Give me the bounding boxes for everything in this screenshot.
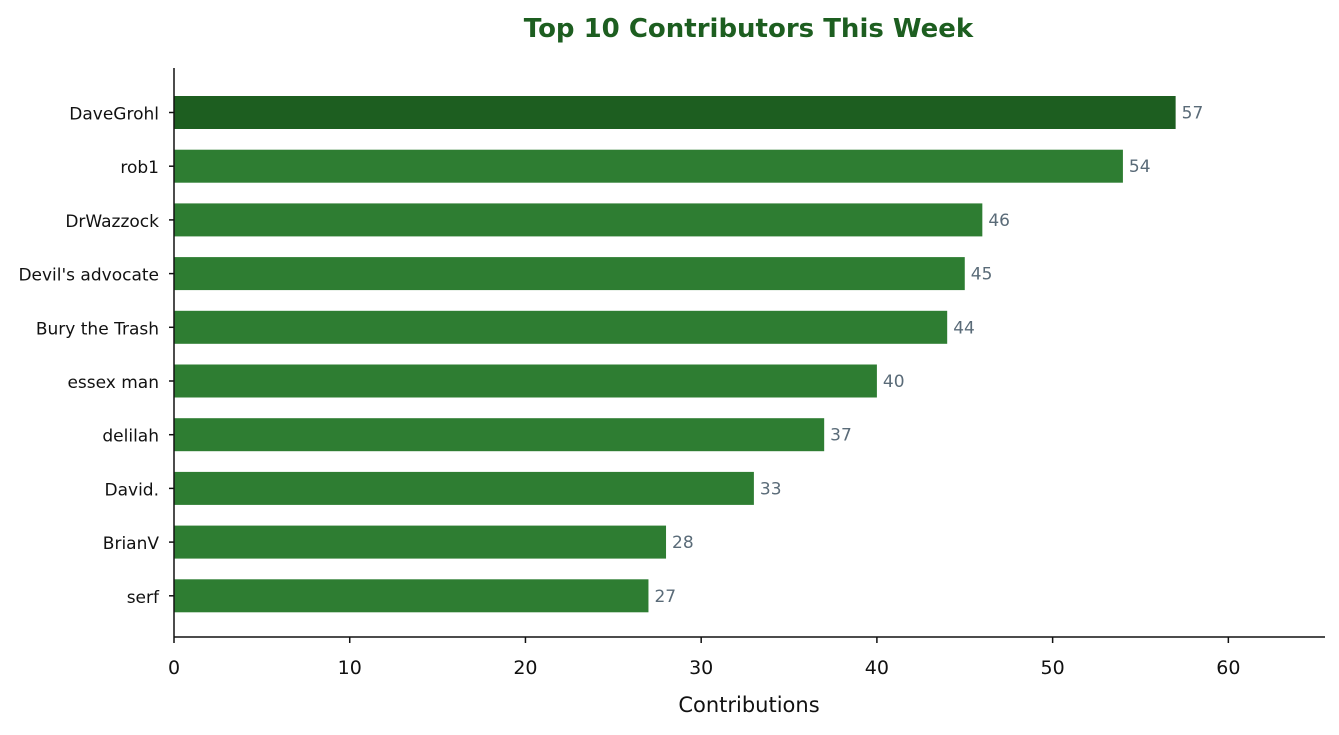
bar bbox=[174, 579, 649, 613]
value-label: 46 bbox=[988, 211, 1010, 231]
x-axis-title: Contributions bbox=[678, 693, 819, 717]
x-tick-label: 50 bbox=[1041, 657, 1065, 679]
value-label: 28 bbox=[672, 533, 694, 553]
category-label: essex man bbox=[67, 373, 159, 393]
value-label: 54 bbox=[1129, 157, 1151, 177]
category-label: David. bbox=[105, 480, 160, 500]
x-tick-label: 0 bbox=[168, 657, 180, 679]
bar bbox=[174, 96, 1176, 129]
value-label: 44 bbox=[953, 318, 975, 338]
x-tick-label: 30 bbox=[689, 657, 713, 679]
bar bbox=[174, 257, 965, 291]
value-label: 45 bbox=[971, 265, 993, 285]
value-label: 57 bbox=[1182, 104, 1204, 124]
bar bbox=[174, 149, 1123, 183]
category-label: Devil's advocate bbox=[18, 266, 159, 286]
bar bbox=[174, 525, 667, 559]
category-label: DaveGrohl bbox=[69, 105, 159, 125]
bar bbox=[174, 471, 754, 505]
x-tick-label: 10 bbox=[338, 657, 362, 679]
category-label: BrianV bbox=[103, 534, 160, 554]
value-label: 33 bbox=[760, 479, 782, 499]
bar bbox=[174, 203, 983, 237]
category-label: Bury the Trash bbox=[36, 319, 159, 339]
category-label: delilah bbox=[102, 427, 159, 447]
value-label: 40 bbox=[883, 372, 905, 392]
bar bbox=[174, 310, 948, 344]
category-label: serf bbox=[127, 588, 160, 608]
x-tick-label: 20 bbox=[513, 657, 537, 679]
x-tick-label: 40 bbox=[865, 657, 889, 679]
value-label: 37 bbox=[830, 426, 852, 446]
chart-title: Top 10 Contributors This Week bbox=[523, 14, 974, 44]
ticks-layer: DaveGrohl rob1 DrWazzock Devil's advocate Bu… bbox=[18, 105, 1240, 680]
x-tick-label: 60 bbox=[1216, 657, 1240, 679]
bar bbox=[174, 364, 877, 398]
category-label: DrWazzock bbox=[65, 212, 159, 232]
value-label: 27 bbox=[654, 587, 676, 607]
bars-layer: 57 54 46 45 44 40 37 33 28 27 bbox=[174, 96, 1204, 613]
bar bbox=[174, 418, 825, 452]
category-label: rob1 bbox=[120, 158, 159, 178]
